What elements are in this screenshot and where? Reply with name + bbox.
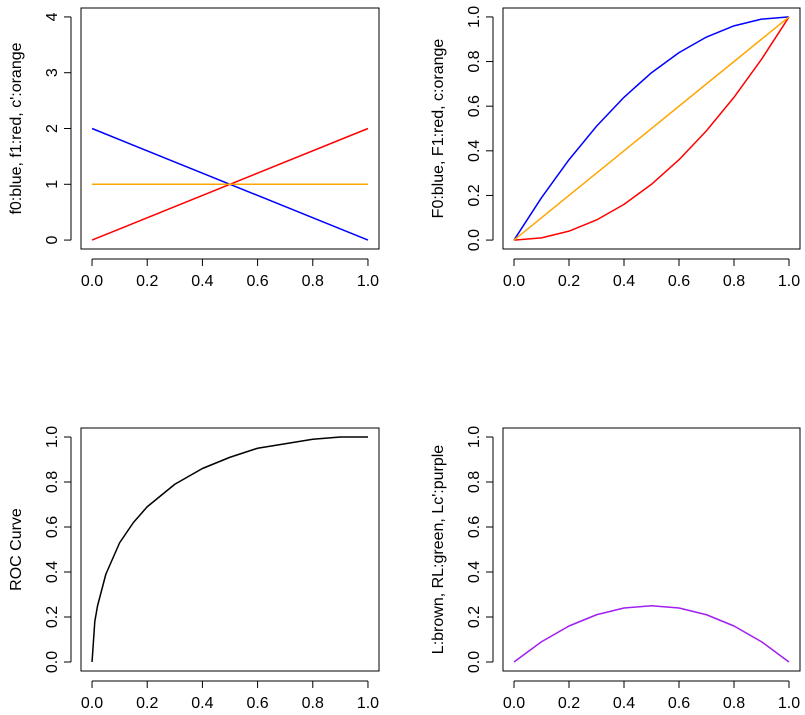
plot-frame [502, 7, 801, 250]
y-tick-label: 0.2 [466, 184, 483, 206]
series-line-0 [513, 605, 790, 663]
x-tick-label: 0.2 [558, 273, 580, 290]
plot-frame [502, 427, 801, 672]
x-tick-label: 0.4 [613, 695, 635, 712]
chart-panel-cdf: 0.0 0.2 0.4 0.6 0.8 1.0 0.0 0.2 0.4 0.6 0.8 1.0 F0:b… [430, 6, 801, 290]
y-tick-label: 1.0 [44, 426, 61, 448]
x-tick-label: 0.4 [613, 273, 635, 290]
x-tick-label: 0.0 [81, 695, 103, 712]
x-tick-label: 0.2 [136, 273, 158, 290]
chart-panel-lorenz: 0.0 0.2 0.4 0.6 0.8 1.0 0.0 0.2 0.4 0.6 0.8 1.0 L:br… [430, 426, 801, 712]
x-tick-label: 0.4 [191, 695, 213, 712]
y-axis-title: f0:blue, f1:red, c':orange [8, 42, 25, 214]
chart-panel-roc: 0.0 0.2 0.4 0.6 0.8 1.0 0.0 0.2 0.4 0.6 0.8 1.0 ROC … [8, 426, 380, 712]
x-tick-label: 0.4 [191, 273, 213, 290]
x-tick-label: 0.2 [558, 695, 580, 712]
x-tick-label: 0.2 [136, 695, 158, 712]
y-tick-label: 0.6 [44, 516, 61, 538]
y-tick-label: 0.4 [466, 561, 483, 583]
y-tick-label: 0.6 [466, 516, 483, 538]
y-tick-label: 0.2 [44, 606, 61, 628]
y-tick-label: 1 [44, 180, 61, 189]
series-line-0 [91, 436, 368, 663]
x-tick-label: 1.0 [778, 695, 800, 712]
y-tick-label: 0.0 [466, 229, 483, 251]
y-tick-label: 0.6 [466, 95, 483, 117]
plot-frame [80, 427, 380, 672]
y-tick-label: 0.0 [466, 651, 483, 673]
x-tick-label: 0.6 [246, 273, 268, 290]
series-line-0 [513, 16, 790, 241]
y-tick-label: 0.2 [466, 606, 483, 628]
y-tick-label: 0.0 [44, 651, 61, 673]
x-tick-label: 0.8 [302, 695, 324, 712]
y-tick-label: 0.4 [466, 140, 483, 162]
x-tick-label: 1.0 [357, 695, 379, 712]
x-tick-label: 0.0 [81, 273, 103, 290]
x-tick-label: 1.0 [357, 273, 379, 290]
y-axis-title: F0:blue, F1:red, c:orange [430, 39, 447, 219]
x-tick-label: 0.6 [246, 695, 268, 712]
y-axis-title: ROC Curve [8, 508, 25, 591]
y-tick-label: 0.8 [466, 50, 483, 72]
plot-frame [80, 7, 380, 250]
y-tick-label: 2 [44, 124, 61, 133]
x-tick-label: 0.0 [503, 695, 525, 712]
x-tick-label: 0.8 [302, 273, 324, 290]
y-tick-label: 3 [44, 68, 61, 77]
y-axis-title: L:brown, RL:green, Lc':purple [430, 445, 447, 655]
x-tick-label: 0.8 [723, 273, 745, 290]
x-tick-label: 0.0 [503, 273, 525, 290]
series-line-1 [513, 16, 790, 241]
y-tick-label: 4 [44, 12, 61, 21]
x-tick-label: 0.6 [668, 273, 690, 290]
y-tick-label: 0 [44, 236, 61, 245]
x-tick-label: 0.8 [723, 695, 745, 712]
series-line-2 [513, 16, 790, 241]
x-tick-label: 1.0 [778, 273, 800, 290]
y-tick-label: 0.8 [466, 471, 483, 493]
y-tick-label: 0.8 [44, 471, 61, 493]
chart-panel-density: 0.0 0.2 0.4 0.6 0.8 1.0 0 1 2 3 4 f0:blue, f1:red, … [8, 7, 380, 290]
y-tick-label: 1.0 [466, 6, 483, 28]
x-tick-label: 0.6 [668, 695, 690, 712]
y-tick-label: 0.4 [44, 561, 61, 583]
y-tick-label: 1.0 [466, 426, 483, 448]
